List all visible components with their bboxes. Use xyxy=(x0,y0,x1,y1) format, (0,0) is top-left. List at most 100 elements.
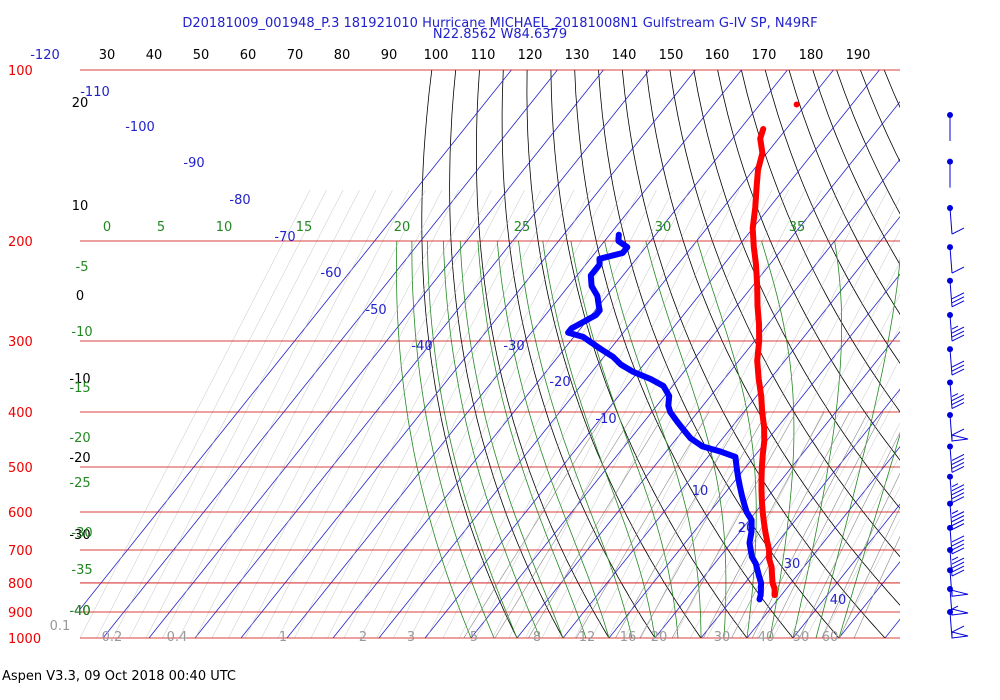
sounding-line xyxy=(749,126,778,598)
helper-line xyxy=(706,261,900,638)
wind-barb-staff xyxy=(949,382,953,409)
wind-barb-feather xyxy=(951,569,965,577)
chart-title: D20181009_001948_P.3 181921010 Hurricane… xyxy=(182,16,818,31)
helper-line xyxy=(195,189,426,638)
wind-barb-feather xyxy=(951,394,965,401)
theta-e-label: 15 xyxy=(296,220,313,235)
wind-barb-feather xyxy=(951,511,965,519)
moist-adiabat-line xyxy=(645,240,727,638)
isotherm-label: -60 xyxy=(320,266,341,281)
theta-e-label: 10 xyxy=(216,220,233,235)
helper-line xyxy=(838,518,900,638)
wind-barb-feather xyxy=(951,453,965,461)
theta-e-label: 5 xyxy=(157,220,165,235)
wind-barb-half-feather xyxy=(951,605,959,610)
wind-barb-flag xyxy=(951,608,969,616)
mixing-ratio-label: 16 xyxy=(620,630,637,645)
mixing-ratio-label: 0.2 xyxy=(102,630,123,645)
helper-line xyxy=(822,486,900,638)
dry-adiabat-line xyxy=(717,70,900,461)
helper-line xyxy=(178,189,410,638)
isotherm-label: -90 xyxy=(183,156,204,171)
wind-barb-staff xyxy=(949,349,953,376)
wind-barb-flag xyxy=(951,589,969,597)
mixing-ratio-line xyxy=(494,411,636,638)
wind-barb xyxy=(947,412,969,442)
mixing-ratio-label: 0.1 xyxy=(50,619,71,634)
helper-line xyxy=(145,189,377,638)
dry-adiabat-line xyxy=(693,70,900,509)
wind-barb-feather xyxy=(951,398,965,405)
mixing-ratio-label: 3 xyxy=(407,630,415,645)
isotherm-label: 10 xyxy=(692,484,709,499)
theta-e-label: 35 xyxy=(789,220,806,235)
top-tick-label: 120 xyxy=(518,48,543,63)
dry-adiabat-line xyxy=(788,70,900,315)
isotherm-line xyxy=(332,70,788,638)
helper-line xyxy=(574,189,806,638)
wind-barb-feather xyxy=(951,326,965,334)
mixing-ratio-label: 5 xyxy=(470,630,478,645)
wind-barb-feather xyxy=(951,625,965,633)
helper-line xyxy=(228,189,459,638)
wind-barb-feather xyxy=(951,364,965,372)
mixing-ratio-line xyxy=(463,411,607,638)
wind-barb-half-feather xyxy=(951,510,959,515)
dry-adiabat-line xyxy=(669,70,900,558)
top-tick-label: 110 xyxy=(471,48,496,63)
pressure-tick-label: 300 xyxy=(8,335,33,350)
wind-barb-feather xyxy=(951,296,965,304)
theta-e-label: 30 xyxy=(655,220,672,235)
wind-barb-feather xyxy=(951,523,965,531)
helper-line xyxy=(244,189,476,638)
wind-barb-staff xyxy=(949,503,953,530)
wind-barb xyxy=(947,244,965,274)
wind-barb-feather xyxy=(951,227,965,235)
helper-line xyxy=(261,189,492,638)
top-tick-label: 60 xyxy=(240,48,257,63)
temperature-scale-label: -10 xyxy=(69,372,90,387)
helper-line xyxy=(112,189,344,638)
helper-line xyxy=(624,189,855,638)
helper-line xyxy=(442,189,674,638)
helper-line xyxy=(739,325,900,638)
isotherm-label: -50 xyxy=(365,303,386,318)
wind-barb xyxy=(947,158,953,188)
mixing-ratio-line xyxy=(839,506,900,638)
isotherm-line xyxy=(102,70,558,638)
mixing-ratio-line xyxy=(528,411,666,638)
wind-barb-feather xyxy=(951,428,965,436)
sounding-top-point xyxy=(793,101,800,108)
helper-line xyxy=(129,189,360,638)
pressure-tick-label: 600 xyxy=(8,506,33,521)
wind-barb-feather xyxy=(951,519,965,527)
dry-adiabat-line xyxy=(526,70,702,638)
pressure-tick-label: 1000 xyxy=(8,632,41,647)
footer-text: Aspen V3.3, 09 Oct 2018 00:40 UTC xyxy=(2,669,236,684)
helper-line xyxy=(459,189,690,638)
wind-barb-half-feather xyxy=(951,393,959,397)
wind-barb-feather xyxy=(951,543,965,551)
isotherm-label: 40 xyxy=(830,593,847,608)
isotherm-line xyxy=(194,70,650,638)
helper-line xyxy=(541,189,773,638)
helper-line xyxy=(525,189,756,638)
isotherm-line xyxy=(608,273,900,638)
wind-barb xyxy=(947,609,969,639)
wind-barb-feather xyxy=(951,515,965,523)
helper-line xyxy=(723,293,900,638)
isotherm-label: -80 xyxy=(229,193,250,208)
helper-line xyxy=(343,189,575,638)
isotherm-line xyxy=(700,388,900,638)
wind-barb-staff xyxy=(949,280,953,307)
pressure-tick-label: 400 xyxy=(8,406,33,421)
isotherm-label: -20 xyxy=(549,375,570,390)
helper-line xyxy=(162,189,393,638)
mixing-ratio-label: 12 xyxy=(579,630,596,645)
wind-barb-feather xyxy=(951,539,965,547)
wind-barb xyxy=(947,277,965,308)
helper-line xyxy=(690,229,900,638)
helper-line xyxy=(789,422,900,638)
isotherm-line xyxy=(148,70,604,638)
